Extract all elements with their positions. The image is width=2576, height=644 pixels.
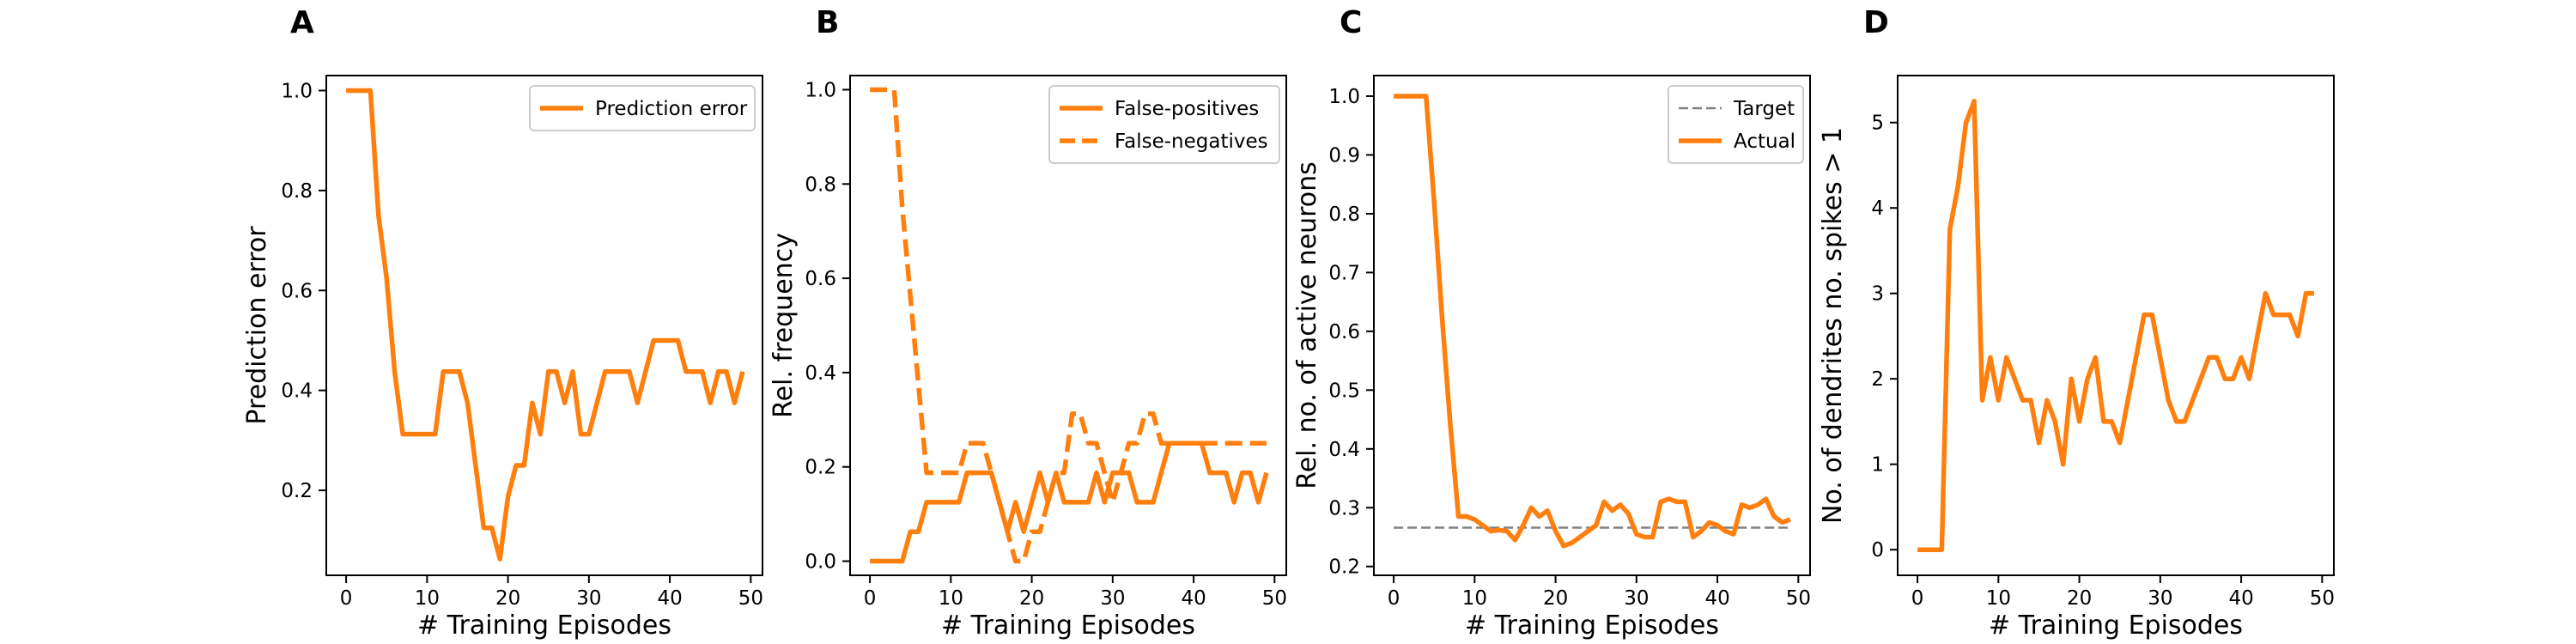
panel-b-legend-box (1048, 85, 1280, 164)
panel-c-legend-box (1668, 85, 1804, 164)
panel-letter-c: C (1340, 5, 1362, 40)
panel-d-xtick-label: 40 (2228, 587, 2253, 610)
panel-c-ylabel: Rel. no. of active neurons (1292, 161, 1322, 489)
panel-c-ticks: 0 10 20 30 40 50 0.2 0.3 0.4 0.5 0.6 0.7 0.8 0.9 1.0 (1328, 86, 1811, 610)
panel-b-legend-label-1: False-negatives (1115, 131, 1268, 153)
panel-a-xtick-label: 40 (657, 587, 682, 610)
panel-c-xtick-label: 10 (1462, 587, 1487, 610)
panel-b-series-line-1 (870, 87, 1267, 564)
panel-c-xtick-label: 0 (1388, 587, 1400, 610)
panel-a-gridless-ticks: 0 10 20 30 40 50 0.2 0.4 0.6 0.8 1.0 (281, 80, 763, 610)
panel-a-ytick-label: 0.6 (281, 280, 313, 302)
panel-c-legend-label-1: Actual (1734, 131, 1795, 153)
panel-d-frame (1897, 75, 2335, 576)
panel-c-xlabel: # Training Episodes (1465, 611, 1719, 641)
panel-c-ytick-label: 0.4 (1328, 439, 1360, 461)
panel-c: C 0 10 20 30 40 50 0.2 0.3 0.4 0.5 0.6 0.7 0.8 0.9 1.0… (1292, 5, 1811, 641)
panel-c-xtick-label: 30 (1624, 587, 1649, 610)
panel-c-ytick-label: 1.0 (1328, 86, 1360, 108)
panel-a-xtick-label: 50 (738, 587, 763, 610)
panel-b-xtick-label: 0 (864, 587, 877, 610)
panel-a-plot-area (346, 88, 745, 562)
panel-c-legend: Target Actual (1668, 85, 1804, 164)
panel-d-ylabel: No. of dendrites no. spikes > 1 (1818, 127, 1848, 524)
panel-d-ytick-label: 4 (1871, 197, 1884, 220)
panel-b-ylabel: Rel. frequency (769, 233, 799, 418)
panel-d-ytick-label: 2 (1871, 368, 1884, 391)
panel-c-xtick-label: 50 (1786, 587, 1811, 610)
panel-c-ytick-label: 0.9 (1328, 144, 1360, 167)
panel-c-series-line-1 (1394, 94, 1791, 549)
panel-d-ytick-label: 0 (1871, 539, 1884, 562)
panel-a-series-line-0 (346, 88, 745, 562)
panel-b-ytick-label: 0.6 (805, 268, 836, 290)
panel-a-frame (325, 75, 763, 576)
panel-a-xtick-label: 10 (415, 587, 440, 610)
panel-c-plot-area (1394, 94, 1791, 549)
panel-b-series-line-0 (870, 440, 1269, 564)
panel-b-ticks: 0 10 20 30 40 50 0.0 0.2 0.4 0.6 0.8 1.0 (805, 79, 1287, 610)
panel-c-frame (1373, 75, 1811, 576)
panel-b-legend: False-positives False-negatives (1048, 85, 1280, 164)
panel-letter-b: B (816, 5, 839, 40)
panel-c-xtick-label: 20 (1543, 587, 1568, 610)
panel-d-xtick-label: 10 (1986, 587, 2011, 610)
panel-b-ytick-label: 0.4 (805, 362, 836, 385)
panel-b-xtick-label: 30 (1100, 587, 1125, 610)
panel-d-xtick-label: 0 (1911, 587, 1924, 610)
panel-d-xtick-label: 50 (2310, 587, 2335, 610)
panel-d-plot-area (1917, 99, 2314, 552)
panel-a-xlabel: # Training Episodes (417, 611, 671, 641)
panel-a-legend: Prediction error (529, 85, 756, 131)
panel-d-ytick-label: 1 (1871, 454, 1884, 477)
panel-b-xtick-label: 40 (1181, 587, 1206, 610)
panel-a-xtick-label: 20 (495, 587, 520, 610)
panel-b-ytick-label: 0.2 (805, 457, 836, 479)
panel-b-frame (849, 75, 1287, 576)
panel-b-xtick-label: 50 (1262, 587, 1287, 610)
panel-a-legend-box (529, 85, 756, 131)
panel-a-ytick-label: 0.2 (281, 480, 313, 502)
panel-b-xtick-label: 20 (1019, 587, 1044, 610)
panel-b: B 0 10 20 30 40 50 0.0 0.2 0.4 0.6 0.8 1.0 # Traini… (769, 5, 1287, 641)
panel-c-ytick-label: 0.3 (1328, 497, 1360, 519)
panel-a-xtick-label: 30 (576, 587, 601, 610)
panel-b-xtick-label: 10 (939, 587, 963, 610)
panel-b-ytick-label: 0.8 (805, 173, 836, 196)
panel-d-xlabel: # Training Episodes (1989, 611, 2243, 641)
panel-d-xtick-label: 30 (2148, 587, 2172, 610)
panel-c-ytick-label: 0.7 (1328, 262, 1360, 284)
panel-c-ytick-label: 0.2 (1328, 556, 1360, 579)
panel-b-plot-area (870, 87, 1269, 564)
panel-a-ytick-label: 0.8 (281, 180, 313, 203)
panel-c-xtick-label: 40 (1704, 587, 1729, 610)
panel-a-legend-label-0: Prediction error (595, 98, 748, 120)
panel-b-ytick-label: 0.0 (805, 551, 836, 574)
panel-c-legend-label-0: Target (1733, 98, 1795, 120)
panel-b-legend-label-0: False-positives (1115, 98, 1259, 120)
panel-c-ytick-label: 0.5 (1328, 380, 1360, 402)
panel-a-ylabel: Prediction error (242, 226, 272, 425)
panel-a-xtick-label: 0 (340, 587, 353, 610)
panel-a: A 0 10 20 30 40 50 0.2 0.4 0.6 0.8 1.0 # Training … (242, 5, 763, 641)
panel-d-ticks: 0 10 20 30 40 50 0 1 2 3 4 5 (1871, 112, 2335, 610)
panel-a-ytick-label: 0.4 (281, 380, 313, 403)
panel-b-xlabel: # Training Episodes (941, 611, 1195, 641)
panel-letter-a: A (290, 5, 314, 40)
panel-b-ytick-label: 1.0 (805, 79, 836, 101)
panel-d-ytick-label: 3 (1871, 283, 1884, 306)
panel-a-ytick-label: 1.0 (281, 80, 313, 102)
panel-d-ytick-label: 5 (1871, 112, 1884, 135)
panel-d-xtick-label: 20 (2067, 587, 2092, 610)
panel-c-ytick-label: 0.6 (1328, 321, 1360, 343)
panel-c-ytick-label: 0.8 (1328, 204, 1360, 226)
panel-letter-d: D (1863, 5, 1889, 40)
panel-d-series-line-0 (1917, 99, 2314, 552)
